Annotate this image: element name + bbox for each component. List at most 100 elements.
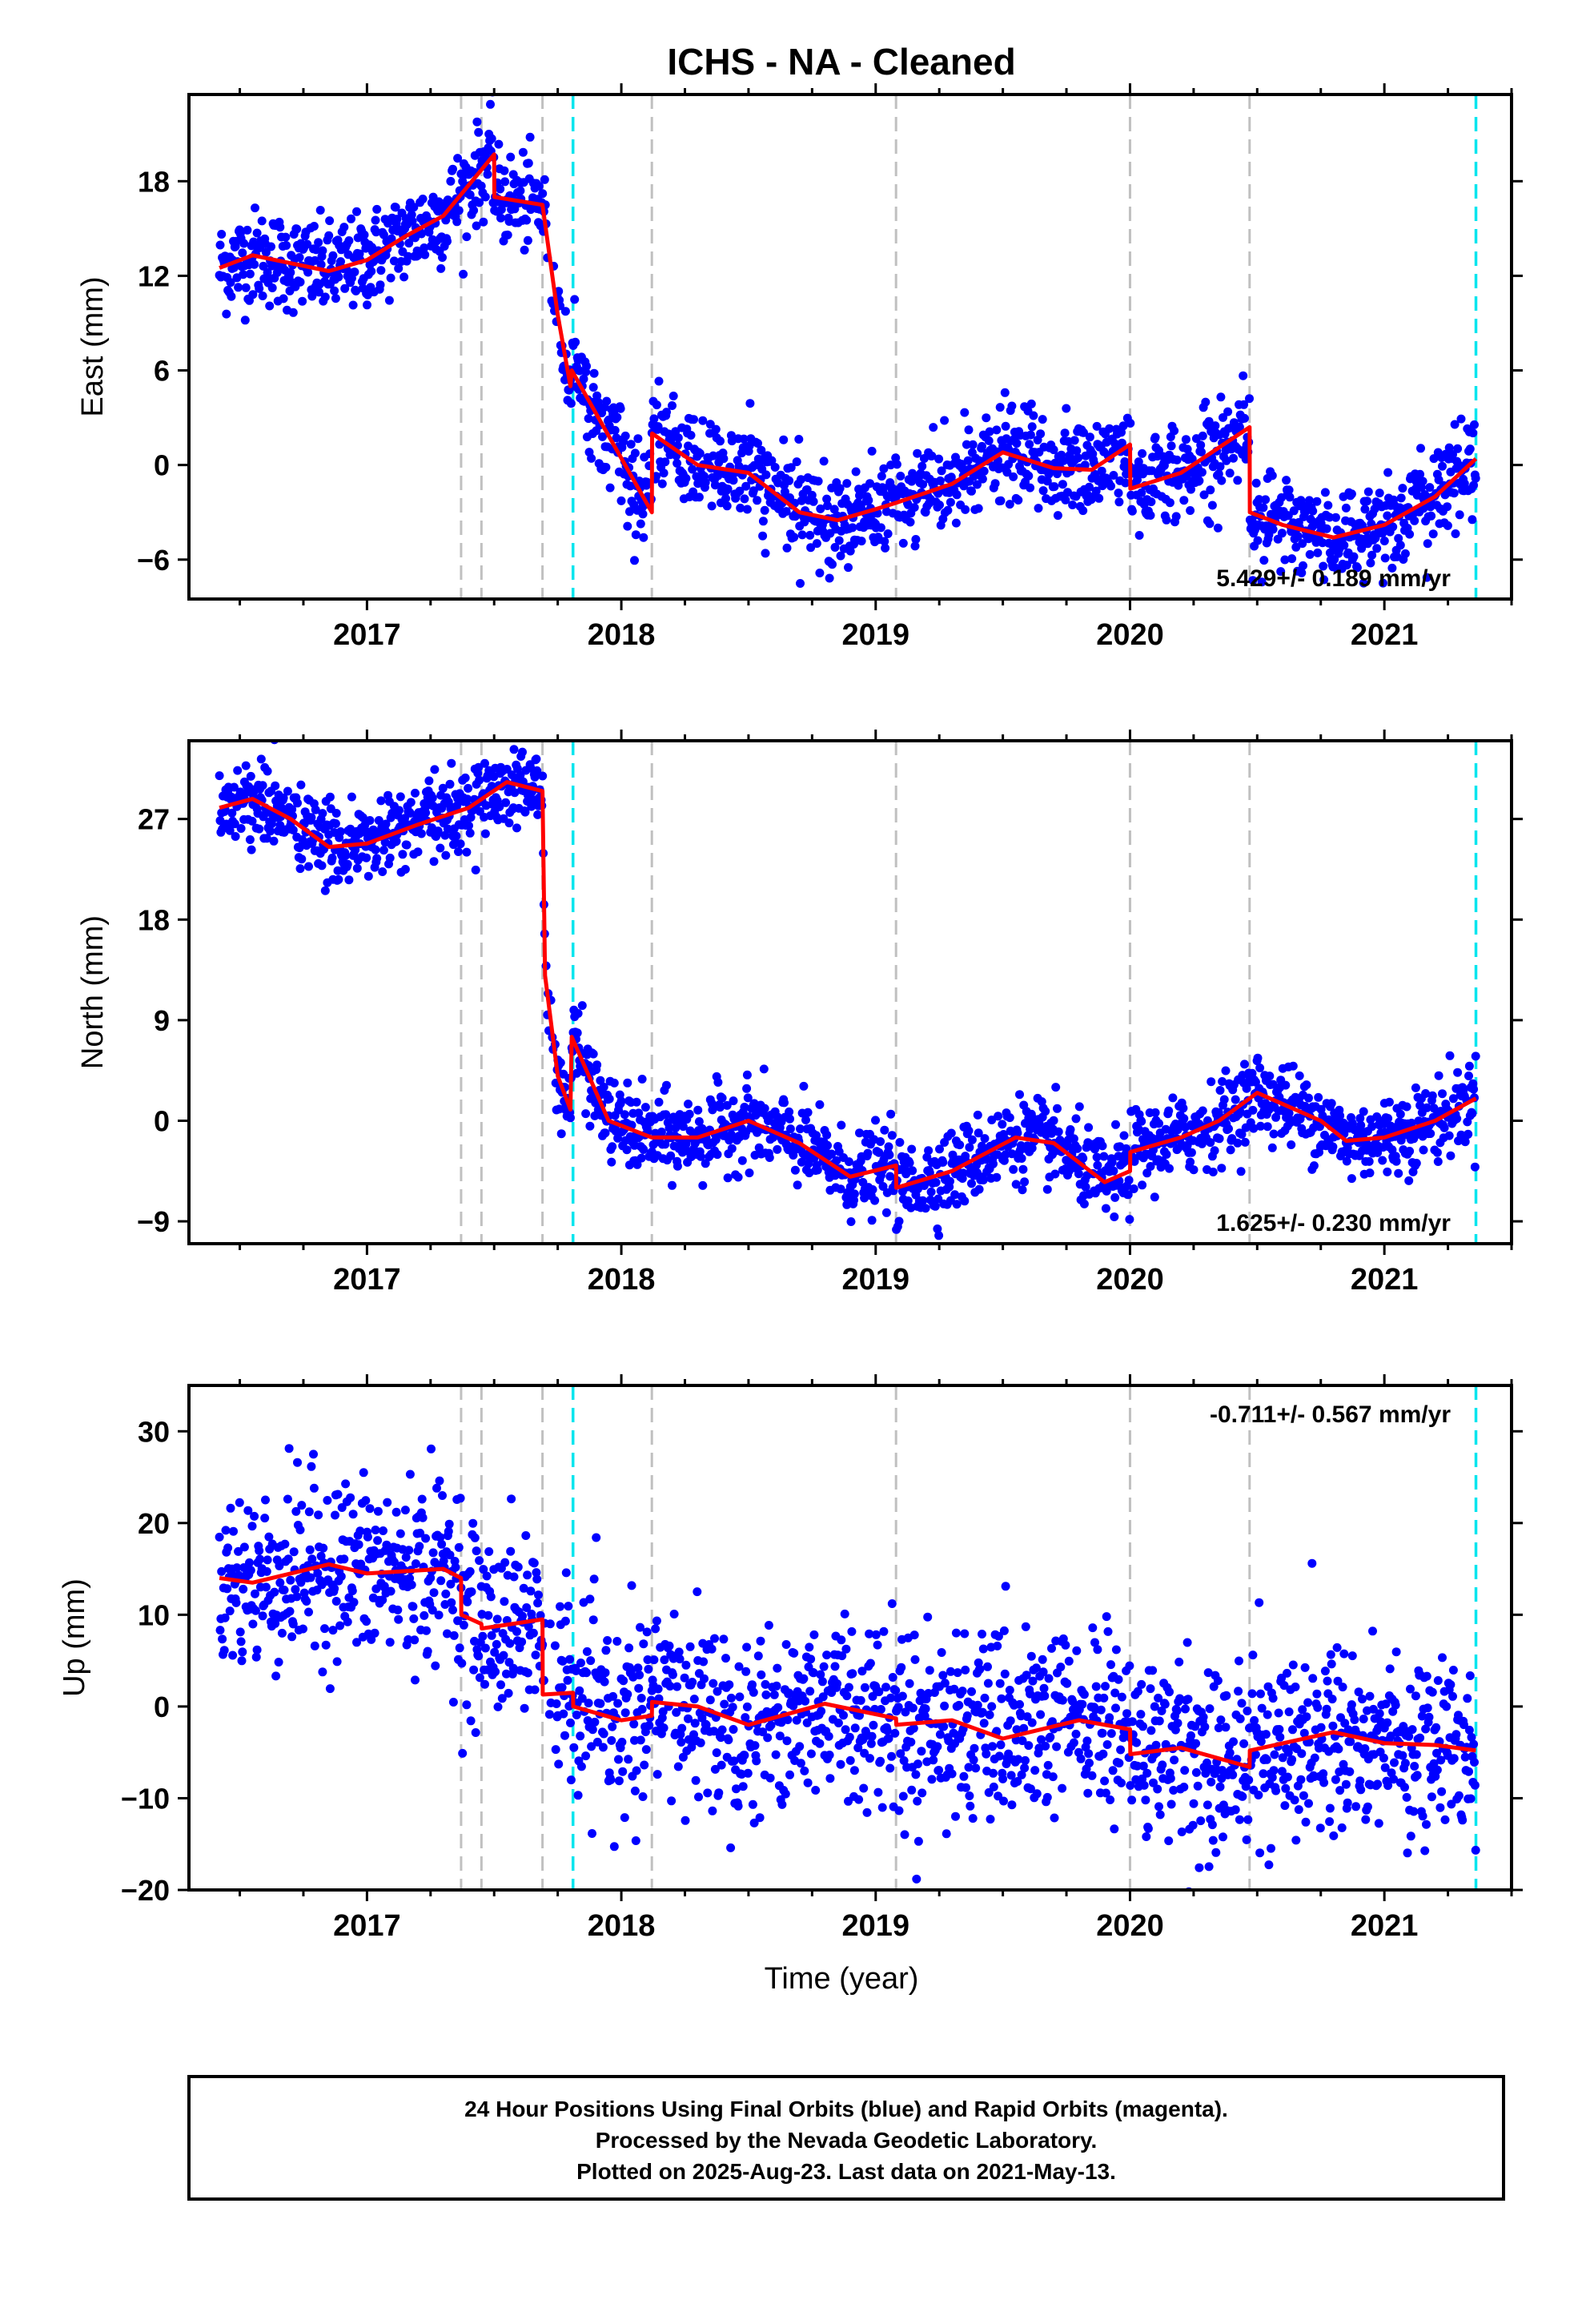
north-point — [556, 1058, 565, 1068]
east-point — [982, 413, 991, 423]
up-point — [1079, 1690, 1089, 1699]
up-point — [558, 1656, 568, 1666]
up-point — [1013, 1777, 1022, 1786]
up-point — [439, 1556, 448, 1566]
north-point — [279, 793, 288, 802]
east-point — [937, 466, 946, 476]
up-point — [1026, 1689, 1035, 1699]
up-point — [886, 1693, 896, 1703]
east-point — [995, 403, 1005, 412]
north-point — [1206, 1138, 1215, 1148]
north-point — [1084, 1123, 1094, 1132]
up-point — [560, 1731, 569, 1740]
east-point — [363, 300, 371, 310]
north-point — [729, 1096, 738, 1106]
north-point — [1342, 1156, 1351, 1166]
up-point — [724, 1735, 733, 1745]
up-point — [912, 1874, 921, 1884]
north-point — [365, 816, 375, 825]
north-point — [599, 1082, 608, 1092]
up-point — [627, 1581, 636, 1590]
north-point — [1013, 1128, 1022, 1138]
east-point — [1134, 457, 1143, 467]
north-point — [813, 1165, 822, 1175]
north-point — [1438, 1089, 1447, 1099]
up-point — [639, 1639, 648, 1649]
east-point — [612, 412, 622, 422]
east-point — [286, 267, 295, 277]
east-point — [1398, 484, 1407, 493]
up-point — [365, 1504, 375, 1514]
up-point — [261, 1495, 270, 1505]
up-point — [781, 1789, 790, 1799]
up-point — [777, 1799, 787, 1809]
north-point — [1098, 1141, 1107, 1151]
north-point — [347, 792, 356, 802]
up-point — [355, 1526, 365, 1536]
up-point — [361, 1496, 371, 1506]
east-point — [1014, 496, 1023, 505]
north-point — [371, 845, 380, 854]
up-point — [953, 1668, 962, 1678]
east-point — [1331, 513, 1340, 522]
up-point — [1061, 1640, 1070, 1650]
east-point — [560, 307, 570, 316]
up-point — [613, 1699, 623, 1708]
east-point — [883, 529, 893, 538]
north-point — [1138, 1180, 1147, 1190]
up-point — [822, 1651, 832, 1660]
east-point — [1363, 497, 1371, 506]
east-point — [960, 408, 970, 417]
up-point — [845, 1755, 855, 1765]
east-point — [913, 448, 922, 458]
up-point — [865, 1629, 874, 1638]
east-point — [973, 480, 982, 489]
north-point — [634, 1108, 644, 1118]
east-x-tick-label: 2021 — [1351, 618, 1419, 652]
north-point — [452, 831, 461, 841]
east-point — [474, 127, 484, 137]
north-data-points — [215, 741, 1480, 1240]
east-point — [217, 230, 227, 239]
east-point — [1276, 567, 1286, 577]
east-point — [1259, 556, 1269, 565]
up-point — [441, 1589, 451, 1598]
east-point — [686, 431, 696, 440]
north-point — [1053, 1104, 1062, 1113]
east-point — [705, 420, 715, 429]
north-point — [716, 1103, 725, 1112]
north-point — [1468, 1108, 1477, 1118]
north-point — [1464, 1129, 1473, 1139]
up-point — [848, 1669, 857, 1679]
north-point — [215, 771, 224, 781]
up-point — [394, 1614, 404, 1624]
east-point — [851, 467, 861, 476]
east-point — [1320, 488, 1330, 497]
up-point — [620, 1708, 630, 1718]
up-point — [913, 1836, 923, 1846]
up-point — [492, 1614, 502, 1624]
north-point — [527, 802, 536, 811]
north-point — [982, 1155, 991, 1164]
up-point — [933, 1742, 942, 1751]
north-point — [974, 1184, 984, 1194]
north-point — [1018, 1164, 1028, 1174]
east-point — [1468, 428, 1478, 438]
up-point — [336, 1572, 346, 1581]
up-point — [1058, 1695, 1067, 1705]
up-point — [587, 1742, 596, 1751]
east-point — [845, 546, 855, 556]
north-point — [886, 1109, 896, 1119]
up-point — [630, 1786, 640, 1795]
east-point — [1268, 525, 1278, 534]
north-point — [696, 1152, 705, 1161]
east-point — [239, 239, 249, 248]
north-point — [785, 1124, 795, 1134]
north-point — [495, 802, 504, 811]
east-point — [940, 416, 950, 425]
north-point — [636, 1153, 646, 1163]
up-point — [865, 1754, 874, 1763]
north-point — [726, 1130, 736, 1140]
east-point — [1171, 512, 1181, 521]
east-point — [487, 134, 496, 143]
